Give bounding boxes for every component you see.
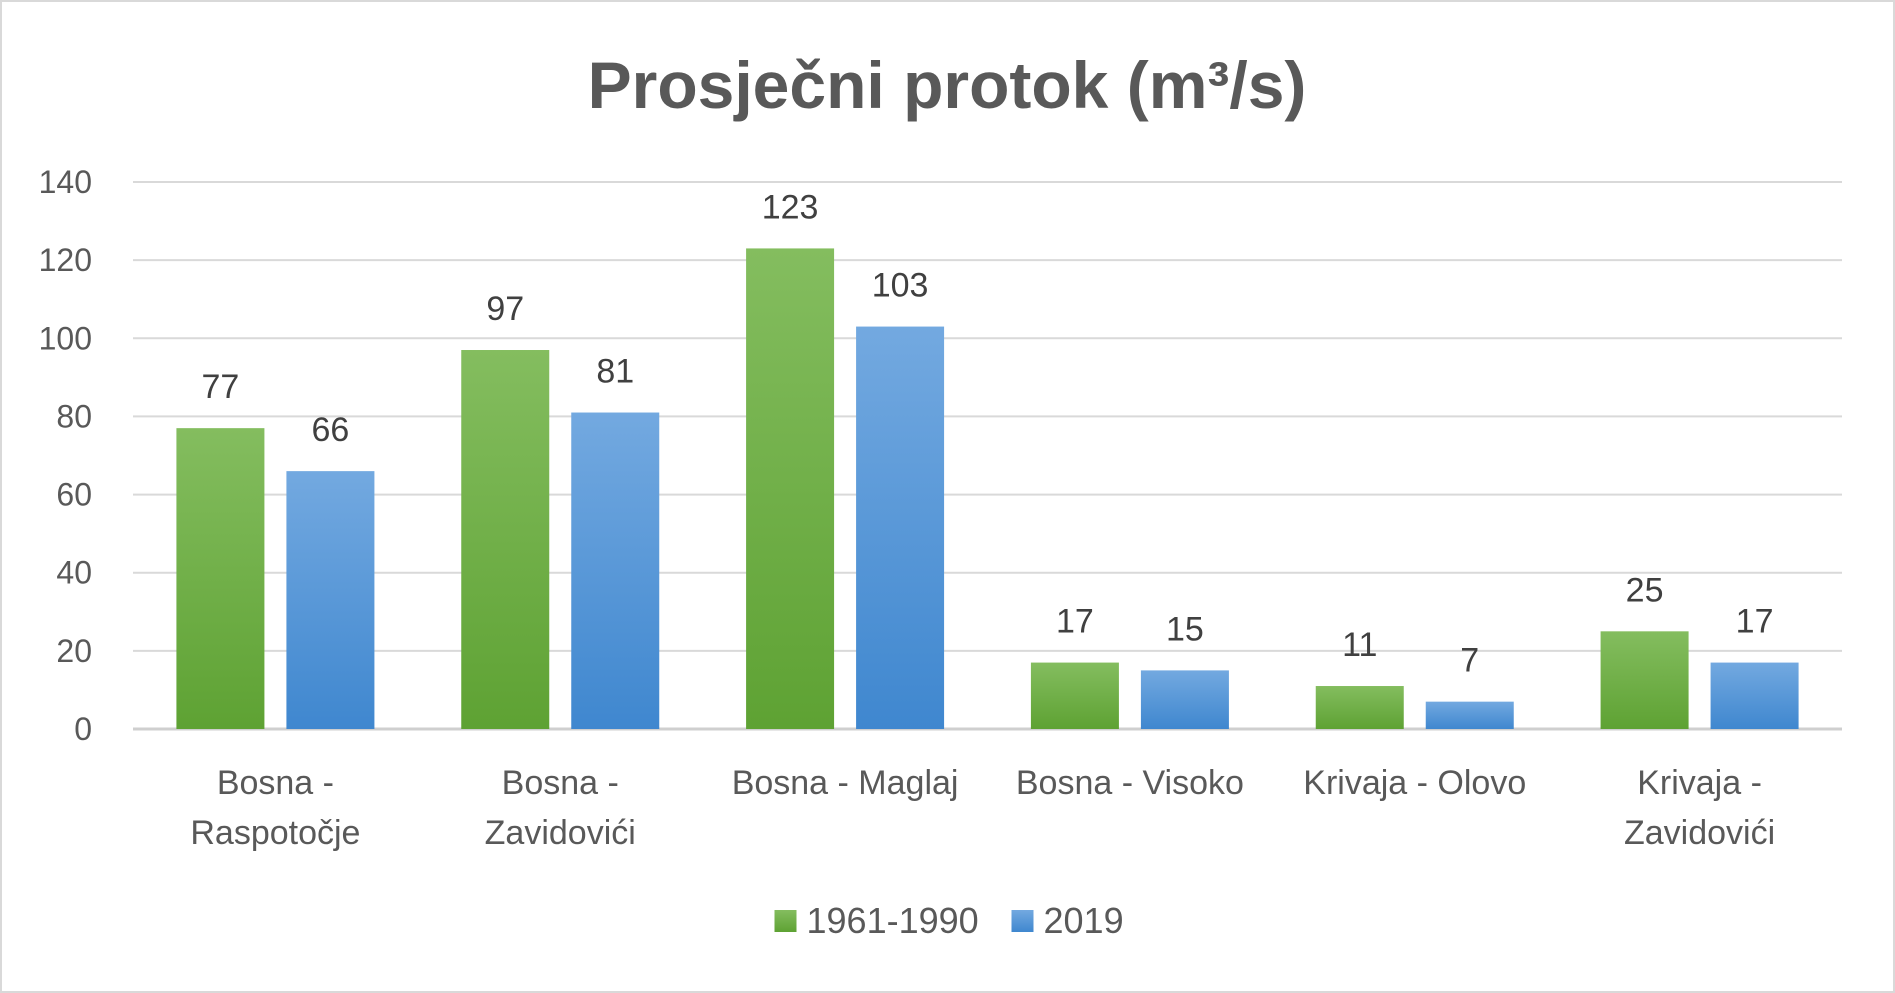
category-label: Zavidovići	[485, 814, 636, 852]
data-label: 15	[1166, 610, 1204, 648]
data-label: 77	[202, 368, 240, 406]
y-tick-label: 20	[56, 633, 92, 669]
x-axis-categories: Bosna - Raspotočje Bosna - Zavidovići Bosna …	[190, 764, 1775, 852]
bar-2019-5	[1710, 662, 1799, 729]
data-label: 17	[1056, 603, 1094, 641]
y-tick-label: 120	[39, 242, 92, 278]
bar-1961-1990-0	[176, 428, 265, 729]
legend-label: 2019	[1044, 900, 1124, 941]
legend: 1961-1990 2019	[774, 900, 1124, 941]
y-tick-label: 100	[39, 320, 92, 356]
data-label: 11	[1342, 626, 1377, 664]
data-label: 81	[596, 353, 634, 391]
y-tick-label: 0	[74, 711, 92, 747]
chart-title: Prosječni protok (m³/s)	[588, 48, 1307, 122]
data-label: 103	[872, 267, 929, 305]
y-tick-label: 80	[56, 398, 92, 434]
y-axis-ticks: 0 20 40 60 80 100 120 140	[39, 164, 92, 747]
bar-2019-4	[1425, 701, 1514, 729]
data-label: 17	[1736, 603, 1774, 641]
bar-2019-0	[286, 471, 375, 729]
data-label: 97	[486, 290, 524, 328]
bars	[176, 248, 1799, 729]
data-labels: 77 66 97 81 123 103 17 15 11 7 25 17	[202, 188, 1774, 679]
bar-1961-1990-2	[746, 248, 835, 729]
bar-2019-1	[571, 412, 660, 729]
bar-1961-1990-4	[1315, 686, 1404, 729]
y-tick-label: 60	[56, 477, 92, 513]
category-label: Bosna - Maglaj	[732, 764, 959, 802]
legend-label: 1961-1990	[807, 900, 979, 941]
category-label: Bosna -	[502, 764, 619, 802]
y-tick-label: 140	[39, 164, 92, 200]
category-label: Krivaja - Olovo	[1303, 764, 1526, 802]
category-label: Zavidovići	[1624, 814, 1775, 852]
bar-2019-2	[856, 326, 945, 729]
category-label: Bosna - Visoko	[1016, 764, 1244, 802]
bar-1961-1990-3	[1030, 662, 1119, 729]
category-label: Krivaja -	[1637, 764, 1762, 802]
bar-2019-3	[1140, 670, 1229, 729]
gridlines	[133, 181, 1842, 731]
data-label: 123	[762, 188, 819, 226]
data-label: 66	[312, 411, 350, 449]
category-label: Raspotočje	[190, 814, 360, 852]
legend-swatch-1961-1990	[774, 910, 797, 932]
bar-1961-1990-1	[461, 350, 550, 729]
category-label: Bosna -	[217, 764, 334, 802]
data-label: 25	[1626, 571, 1664, 609]
legend-swatch-2019	[1011, 910, 1034, 932]
y-tick-label: 40	[56, 555, 92, 591]
data-label: 7	[1460, 642, 1479, 680]
bar-1961-1990-5	[1600, 631, 1689, 729]
